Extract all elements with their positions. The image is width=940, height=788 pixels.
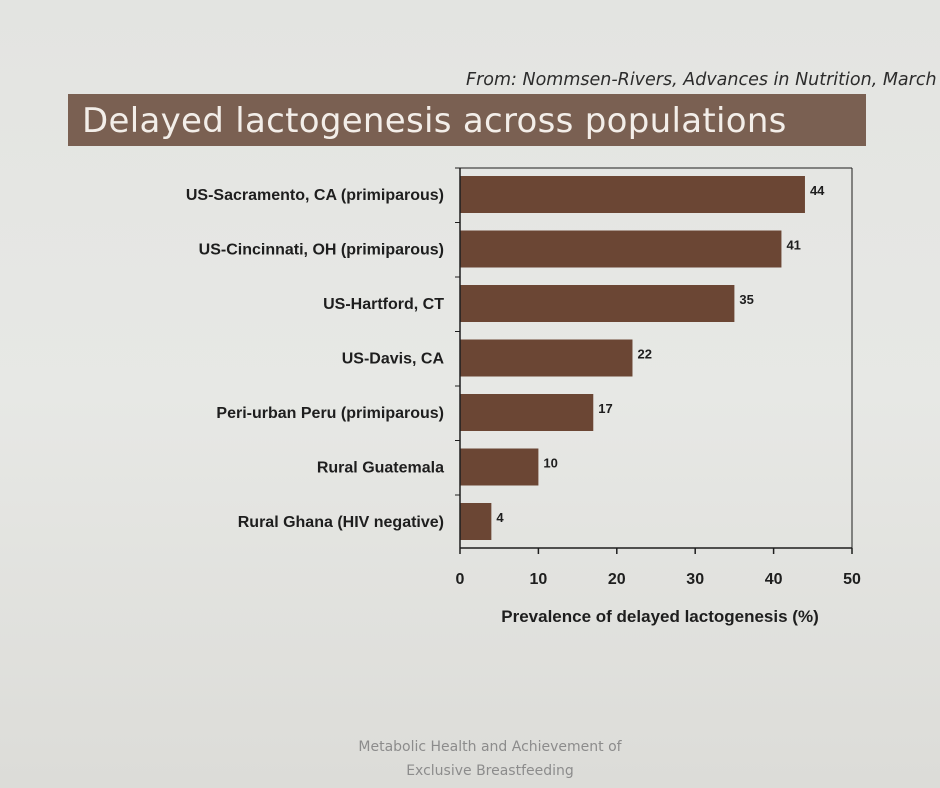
x-tick-label-5: 50 bbox=[843, 571, 861, 588]
title-bar bbox=[68, 94, 866, 146]
footer-line-1: Metabolic Health and Achievement of bbox=[358, 739, 622, 755]
bar-group bbox=[460, 176, 805, 540]
bar-3 bbox=[460, 339, 633, 377]
plot-frame bbox=[455, 167, 853, 549]
category-label-5: Rural Guatemala bbox=[317, 460, 444, 477]
x-tick-label-4: 40 bbox=[765, 571, 783, 588]
category-label-6: Rural Ghana (HIV negative) bbox=[238, 514, 444, 531]
value-label-1: 41 bbox=[786, 238, 800, 253]
value-label-6: 4 bbox=[496, 510, 504, 525]
x-tick-label-1: 10 bbox=[530, 571, 548, 588]
bar-2 bbox=[460, 285, 735, 322]
value-label-3: 22 bbox=[637, 347, 651, 362]
footer-line-2: Exclusive Breastfeeding bbox=[406, 763, 574, 779]
slide-footer: Metabolic Health and Achievement of Excl… bbox=[330, 735, 650, 783]
value-label-5: 10 bbox=[543, 456, 557, 471]
x-tick-label-3: 30 bbox=[686, 571, 704, 588]
x-tick-group: 0 10 20 30 40 50 bbox=[456, 548, 861, 588]
category-label-0: US-Sacramento, CA (primiparous) bbox=[186, 187, 444, 204]
x-tick-label-2: 20 bbox=[608, 571, 626, 588]
bar-5 bbox=[460, 448, 539, 486]
value-label-0: 44 bbox=[810, 183, 825, 198]
category-label-2: US-Hartford, CT bbox=[323, 296, 444, 313]
value-label-4: 17 bbox=[598, 401, 612, 416]
bar-4 bbox=[460, 394, 594, 431]
category-label-4: Peri-urban Peru (primiparous) bbox=[216, 405, 444, 422]
x-axis-title: Prevalence of delayed lactogenesis (%) bbox=[501, 607, 818, 626]
category-label-group: US-Sacramento, CA (primiparous) US-Cincin… bbox=[186, 187, 445, 531]
value-label-2: 35 bbox=[739, 292, 753, 307]
category-label-3: US-Davis, CA bbox=[342, 351, 445, 368]
value-label-group: 44 41 35 22 17 10 4 bbox=[496, 183, 825, 525]
bar-6 bbox=[460, 503, 492, 540]
slide-title: Delayed lactogenesis across populations bbox=[82, 101, 787, 141]
category-label-1: US-Cincinnati, OH (primiparous) bbox=[199, 242, 444, 259]
bar-1 bbox=[460, 230, 782, 268]
bar-0 bbox=[460, 176, 805, 213]
x-tick-label-0: 0 bbox=[456, 571, 465, 588]
